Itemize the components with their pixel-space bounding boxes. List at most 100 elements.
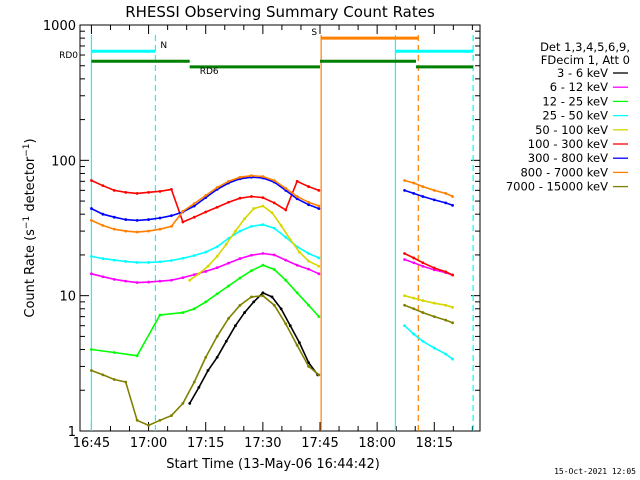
data-point (112, 378, 116, 381)
data-point (197, 385, 201, 389)
data-point (307, 252, 310, 255)
data-point (227, 200, 230, 204)
data-point (170, 224, 173, 228)
data-point (317, 256, 321, 260)
data-point (101, 212, 105, 216)
data-point (204, 250, 208, 254)
data-point (261, 291, 265, 295)
data-point (238, 196, 242, 200)
data-point (204, 355, 208, 359)
data-point (298, 250, 301, 254)
data-point (158, 279, 162, 283)
data-point (444, 270, 448, 274)
data-point (227, 179, 230, 183)
data-point (147, 190, 150, 194)
data-point (317, 188, 321, 192)
data-point (412, 181, 416, 185)
data-point (295, 343, 299, 347)
data-point (250, 174, 253, 178)
data-point (147, 261, 150, 264)
data-point (192, 202, 196, 205)
plot-frame (79, 24, 481, 432)
data-point (272, 226, 276, 230)
x-tick-label: 18:00 (358, 436, 395, 451)
data-point (272, 179, 276, 182)
data-point (135, 418, 139, 422)
flag-label: N (160, 41, 167, 51)
data-point (215, 245, 219, 249)
data-point (284, 322, 288, 326)
data-point (284, 187, 288, 190)
series-line (404, 325, 454, 360)
data-point (197, 272, 201, 276)
legend-entry-label: 7000 - 15000 keV (506, 180, 608, 194)
data-point (279, 307, 283, 311)
data-point (188, 401, 192, 405)
data-point (124, 279, 128, 283)
data-point (206, 264, 210, 268)
data-point (272, 268, 276, 271)
y-tick-label: 1000 (43, 19, 76, 34)
series-line (91, 174, 320, 233)
data-point (238, 229, 242, 233)
data-point (250, 195, 253, 198)
data-point (238, 303, 242, 307)
data-point (403, 303, 406, 307)
data-point (288, 238, 292, 241)
y-axis-label: Count Rate (s−1 detector−1) (22, 138, 38, 317)
data-point (215, 335, 219, 338)
data-point (451, 273, 454, 277)
data-point (170, 259, 173, 262)
data-point (238, 276, 242, 280)
data-point (432, 315, 436, 319)
data-point (317, 207, 321, 210)
data-point (243, 311, 246, 314)
data-point (101, 373, 105, 377)
data-point (317, 272, 321, 276)
data-point (192, 307, 196, 311)
data-point (421, 264, 425, 268)
data-point (298, 341, 301, 344)
data-point (158, 418, 162, 422)
data-point (261, 196, 265, 200)
data-point (421, 311, 425, 314)
data-point (261, 263, 265, 267)
y-axis-label-end: ) (23, 138, 38, 143)
data-point (270, 211, 274, 215)
data-point (307, 365, 310, 368)
data-point (124, 229, 128, 233)
legend-entry-label: 100 - 300 keV (528, 137, 608, 151)
data-point (135, 281, 139, 284)
data-point (215, 355, 219, 359)
data-point (215, 266, 219, 270)
legend-entry-label: 300 - 800 keV (528, 151, 608, 165)
data-point (288, 324, 292, 328)
data-point (252, 207, 256, 210)
data-point (295, 197, 299, 201)
data-point (234, 324, 237, 328)
data-point (124, 218, 128, 221)
legend-header: FDecim 1, Att 0 (541, 53, 630, 67)
data-point (317, 315, 321, 319)
y-tick-label: 10 (59, 290, 76, 305)
data-point (112, 258, 116, 262)
data-point (90, 255, 93, 258)
data-point (451, 305, 454, 309)
data-point (444, 352, 448, 356)
data-point (101, 184, 105, 188)
data-point (90, 348, 93, 351)
data-point (158, 313, 162, 317)
data-point (421, 195, 425, 198)
data-point (261, 175, 265, 178)
data-point (224, 339, 228, 343)
data-point (215, 205, 219, 209)
data-point (444, 191, 448, 195)
data-point (250, 224, 253, 228)
data-point (295, 263, 299, 267)
data-point (451, 357, 454, 361)
data-point (307, 203, 310, 207)
data-point (307, 200, 310, 204)
data-point (284, 278, 288, 282)
flag-label: RD0 (59, 51, 78, 61)
data-point (124, 190, 128, 194)
